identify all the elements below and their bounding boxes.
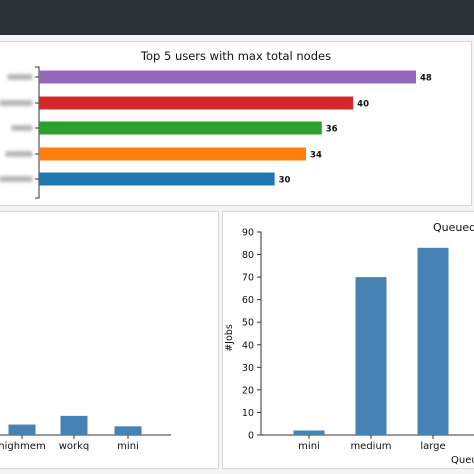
y-tick-label: 60 (242, 295, 254, 306)
y-axis (35, 66, 40, 199)
bar (39, 147, 307, 161)
bar-value-label: 48 (420, 74, 432, 84)
x-axis-label: Queue (451, 455, 474, 466)
jobs-by-queue-panel: highmem workq mini (0, 211, 219, 469)
bar (8, 424, 36, 435)
y-tick-label: 0 (248, 431, 254, 442)
x-tick-label: mini (298, 441, 320, 452)
y-tick-label: 50 (242, 318, 254, 329)
bar-value-label: 36 (326, 125, 338, 135)
y-tick-label: 70 (242, 273, 254, 284)
chart-title: Top 5 users with max total nodes (140, 49, 331, 63)
y-tick-label: 10 (242, 408, 254, 419)
bar (355, 277, 387, 435)
bar-value-label: 30 (279, 176, 291, 186)
redacted-user-label (0, 176, 33, 182)
y-axis-label: #Jobs (224, 324, 235, 352)
top-users-chart: Top 5 users with max total nodes 48 40 36 3… (0, 49, 432, 199)
bar (39, 96, 354, 110)
redacted-user-label (11, 125, 33, 131)
queued-jobs-chart: Queued #Jobs Queue 0 10 20 30 40 50 60 70 80 90 m… (224, 221, 474, 466)
x-tick-label: large (420, 441, 445, 452)
bar (293, 430, 325, 435)
bar-value-label: 34 (310, 151, 322, 161)
x-tick-label: highmem (0, 441, 46, 452)
top-navigation-bar (0, 0, 474, 35)
queued-jobs-panel: Queued #Jobs Queue 0 10 20 30 40 50 60 70 80 90 m… (222, 211, 474, 469)
y-tick-label: 30 (242, 363, 254, 374)
y-ticks-group: 0 10 20 30 40 50 60 70 80 90 (242, 228, 261, 442)
y-tick-label: 80 (242, 250, 254, 261)
bar (60, 415, 88, 435)
redacted-user-label (7, 74, 33, 80)
bar (39, 70, 416, 84)
x-tick-label: workq (59, 441, 90, 452)
bars-group: 48 40 36 34 30 (0, 70, 432, 186)
jobs-by-queue-chart: highmem workq mini (0, 415, 171, 452)
y-tick-label: 90 (242, 228, 254, 239)
bars-group: mini medium large (293, 247, 449, 452)
bar (114, 426, 142, 435)
y-tick-label: 20 (242, 385, 254, 396)
bar (417, 247, 449, 435)
chart-title: Queued (433, 221, 474, 234)
top-users-panel: Top 5 users with max total nodes 48 40 36 3… (0, 41, 472, 206)
redacted-user-label (5, 151, 33, 157)
x-tick-label: mini (117, 441, 139, 452)
bar (39, 172, 275, 186)
bar (39, 121, 322, 135)
y-axis (257, 231, 262, 436)
redacted-user-label (0, 100, 33, 106)
bars-group: highmem workq mini (0, 415, 142, 452)
bar-value-label: 40 (357, 100, 369, 110)
y-tick-label: 40 (242, 340, 254, 351)
x-tick-label: medium (350, 441, 391, 452)
